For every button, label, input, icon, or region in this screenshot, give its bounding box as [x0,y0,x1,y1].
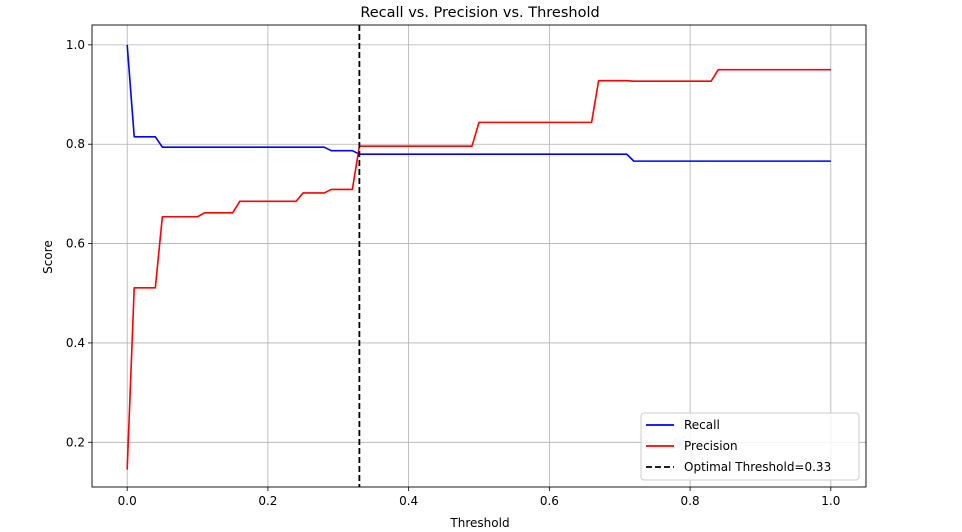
legend-box [640,412,860,481]
x-tick-label: 1.0 [821,494,840,508]
x-tick-label: 0.8 [681,494,700,508]
y-tick-label: 0.2 [66,435,85,449]
series-line-precision [126,68,831,470]
y-tick-label: 0.4 [66,336,85,350]
y-tick-label: 1.0 [66,38,85,52]
legend: Recall Precision Optimal Threshold=0.33 [640,412,860,481]
legend-label: Optimal Threshold=0.33 [684,460,831,474]
y-tick-label: 0.8 [66,137,85,151]
chart-title: Recall vs. Precision vs. Threshold [360,5,599,21]
x-tick-label: 0.0 [118,494,137,508]
series-line-recall [126,44,831,162]
x-tick-label: 0.6 [540,494,559,508]
x-tick-label: 0.2 [258,494,277,508]
y-axis-label: Score [41,240,55,274]
y-tick-label: 0.6 [66,237,85,251]
x-axis-label: Threshold [449,516,509,530]
plot-frame [91,24,867,488]
y-axis: 0.2 0.4 0.6 0.8 1.0 [66,38,92,449]
x-tick-label: 0.4 [399,494,418,508]
plot-area [91,24,867,488]
x-axis: 0.0 0.2 0.4 0.6 0.8 1.0 [118,487,840,508]
legend-label: Precision [684,439,738,453]
legend-label: Recall [684,418,720,432]
